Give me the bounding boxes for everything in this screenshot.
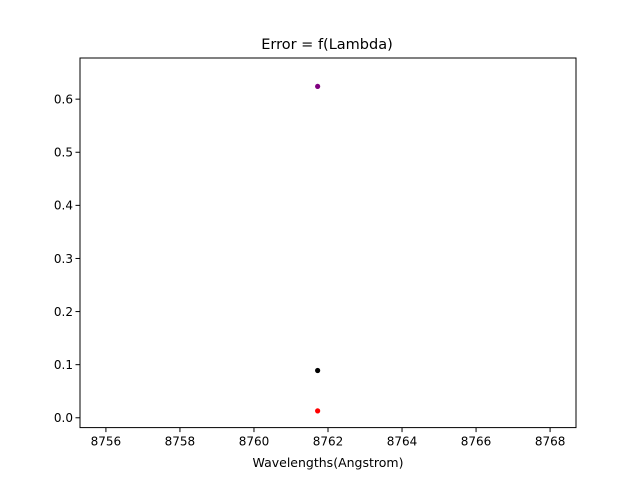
x-tick-label: 8756 [91, 435, 122, 449]
y-tick-label: 0.0 [54, 411, 73, 425]
x-tick-label: 8762 [313, 435, 344, 449]
x-tick-label: 8760 [239, 435, 270, 449]
data-point [315, 408, 321, 414]
y-tick-label: 0.1 [54, 358, 73, 372]
y-tick-label: 0.5 [54, 146, 73, 160]
data-point [315, 83, 321, 90]
y-axis-ticks: 0.0 0.1 0.2 0.3 0.4 0.5 0.6 [54, 92, 80, 425]
data-point [315, 367, 321, 374]
data-points [315, 83, 321, 414]
plot-frame [79, 57, 577, 429]
y-tick-label: 0.2 [54, 305, 73, 319]
x-axis-ticks: 8756 8758 8760 8762 8764 8766 8768 [91, 427, 566, 449]
y-tick-label: 0.6 [54, 92, 73, 106]
x-tick-label: 8758 [165, 435, 196, 449]
x-tick-label: 8768 [535, 435, 566, 449]
y-tick-label: 0.4 [54, 199, 73, 213]
x-tick-label: 8766 [461, 435, 492, 449]
chart-title: Error = f(Lambda) [261, 37, 393, 53]
x-axis-label: Wavelengths(Angstrom) [253, 455, 404, 470]
x-tick-label: 8764 [387, 435, 418, 449]
y-tick-label: 0.3 [54, 252, 73, 266]
